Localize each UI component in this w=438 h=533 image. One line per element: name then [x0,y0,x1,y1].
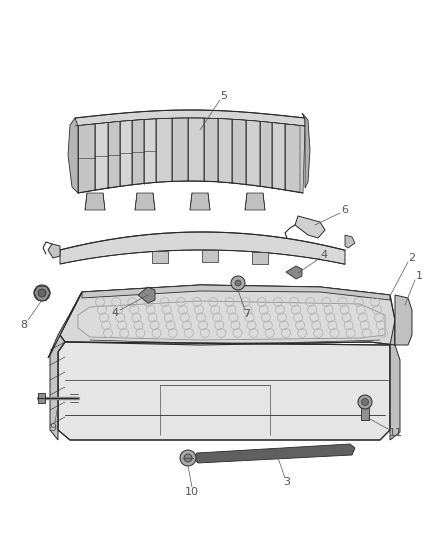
Polygon shape [58,342,390,440]
Polygon shape [345,235,355,248]
Polygon shape [193,444,355,463]
Polygon shape [75,110,305,126]
Polygon shape [60,232,345,264]
Polygon shape [68,118,78,193]
Polygon shape [302,113,310,188]
Polygon shape [135,193,155,210]
Circle shape [358,395,372,409]
Polygon shape [38,393,45,403]
Circle shape [180,450,196,466]
Polygon shape [188,118,204,181]
Text: 2: 2 [409,253,416,263]
Polygon shape [361,399,369,420]
Polygon shape [156,118,172,182]
Polygon shape [286,266,302,279]
Polygon shape [138,287,155,303]
Polygon shape [183,451,193,463]
Text: 7: 7 [244,309,251,319]
Polygon shape [120,120,132,187]
Polygon shape [48,292,82,358]
Polygon shape [75,118,305,193]
Polygon shape [204,118,218,182]
Polygon shape [272,123,285,190]
Polygon shape [132,119,144,184]
Polygon shape [60,285,395,345]
Text: 1: 1 [416,271,423,281]
Text: 11: 11 [389,428,403,438]
Polygon shape [48,244,60,258]
Polygon shape [395,295,412,345]
Circle shape [38,289,46,297]
Polygon shape [144,119,156,183]
Text: 4: 4 [321,250,328,260]
Circle shape [231,276,245,290]
Polygon shape [218,118,232,183]
Text: 10: 10 [185,487,199,497]
Polygon shape [50,335,65,440]
Text: 3: 3 [283,477,290,487]
Polygon shape [295,216,325,238]
Polygon shape [172,118,188,182]
Polygon shape [85,193,105,210]
Text: 6: 6 [342,205,349,215]
Polygon shape [202,250,218,262]
Polygon shape [95,123,108,190]
Polygon shape [245,193,265,210]
Polygon shape [390,320,400,440]
Text: 9: 9 [49,423,57,433]
Text: 4: 4 [111,308,119,318]
Text: 5: 5 [220,91,227,101]
Polygon shape [260,121,272,188]
Polygon shape [252,252,268,264]
Polygon shape [82,285,390,300]
Circle shape [361,399,368,406]
Text: 8: 8 [21,320,28,330]
Polygon shape [232,119,246,184]
Polygon shape [246,120,260,187]
Polygon shape [78,301,385,340]
Polygon shape [108,121,120,188]
Polygon shape [285,124,300,192]
Circle shape [184,454,192,462]
Polygon shape [190,193,210,210]
Polygon shape [152,251,168,263]
Circle shape [34,285,50,301]
Polygon shape [78,124,95,193]
Circle shape [235,280,241,286]
